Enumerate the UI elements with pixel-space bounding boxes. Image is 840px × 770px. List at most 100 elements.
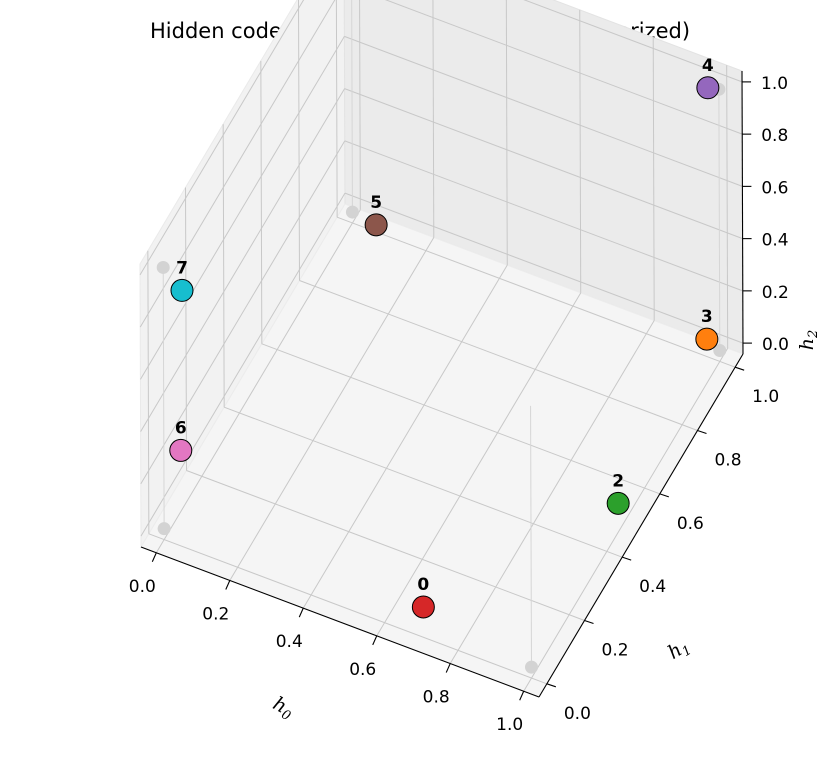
grid-line-z-side — [139, 0, 305, 276]
axis-z-tick-label: 0.6 — [761, 178, 788, 198]
grid-line-y-side — [222, 124, 225, 408]
axis-z-tick-label: 0.8 — [761, 126, 788, 146]
axis-x-label: h0 — [268, 693, 298, 724]
axis-x-tick-label: 0.8 — [423, 688, 450, 708]
axis-x-tick — [225, 580, 231, 590]
code-point-label: 6 — [175, 418, 187, 438]
corner-guide-line — [351, 0, 353, 213]
grid-line-y-floor — [261, 343, 661, 495]
axis-x-tick-label: 1.0 — [496, 715, 523, 735]
axis-y-label: h1 — [664, 634, 694, 666]
axis-z: 0.0 0.2 0.4 0.6 0.8 1.0 h2 — [741, 70, 821, 355]
cube-corner-marker — [713, 344, 727, 358]
grid-line-z-side — [140, 88, 346, 432]
cube-corner-marker — [157, 522, 171, 536]
grid-line-y-floor — [299, 280, 698, 431]
grid-line-x-floor — [302, 264, 508, 609]
axis-x-tick-label: 0.2 — [202, 604, 229, 624]
axis-y-tick-label: 1.0 — [752, 387, 779, 407]
code-point-label: 2 — [612, 471, 624, 491]
back-panes — [139, 0, 744, 698]
grid-line-x-back — [359, 0, 361, 210]
axis-z-tick-label: 0.0 — [762, 335, 789, 355]
grid-line-x-back — [652, 37, 655, 321]
code-point-7 — [170, 278, 194, 302]
cube-corner-marker — [345, 205, 359, 219]
axis-x-tick-label: 0.0 — [129, 577, 156, 597]
grid-line-z-back — [344, 88, 743, 240]
grid-line-z-side — [139, 0, 336, 328]
axis-y-tick — [546, 683, 557, 688]
grid-line-y-side — [147, 250, 150, 534]
grid-line-x-back — [505, 0, 508, 266]
corner-guide-line — [718, 89, 721, 351]
axis-x-tick-label: 0.6 — [349, 660, 376, 680]
axis-x-label-subscript: 0 — [279, 707, 293, 724]
code-point-label: 0 — [417, 575, 429, 595]
axis-z-label-subscript: 2 — [806, 330, 821, 339]
axis-y-tick — [584, 619, 594, 625]
grid-line-z-back — [384, 0, 743, 135]
grid-line-z-back — [344, 192, 744, 344]
corner-guides — [162, 0, 721, 668]
corner-guide-line — [162, 267, 165, 529]
code-point-3 — [695, 327, 719, 351]
grid-line-x-floor — [523, 347, 729, 692]
axis-z-line — [741, 70, 744, 355]
code-point-4 — [696, 76, 720, 100]
axis-y-tick — [659, 493, 670, 498]
code-point-0 — [411, 595, 435, 619]
grid-line-y-floor — [336, 216, 736, 368]
axis-x-tick — [445, 663, 451, 673]
grid-line-y-floor — [186, 470, 585, 621]
axis-y-tick — [734, 366, 745, 371]
axis-y-tick — [697, 429, 707, 435]
grid-line-z-back — [344, 140, 743, 292]
grid-lines — [139, 0, 744, 692]
code-point-6 — [169, 438, 193, 462]
axis-y-line — [538, 353, 744, 698]
axis-x-tick-label: 0.4 — [276, 632, 303, 652]
grid-line-y-floor — [223, 406, 623, 558]
code-point-label: 5 — [370, 193, 382, 213]
grid-line-y-floor — [148, 533, 548, 685]
axis-z-label: h2 — [796, 330, 821, 351]
grid-line-z-side — [139, 36, 345, 380]
axis-x-tick — [151, 552, 157, 562]
axis-y-tick-label: 0.4 — [639, 577, 666, 597]
grid-line-z-back — [344, 35, 743, 187]
cube-corner-marker — [524, 660, 538, 674]
code-points: 43512670 — [169, 56, 720, 619]
grid-line-y-side — [297, 0, 300, 281]
axis-z-tick-label: 0.2 — [762, 283, 789, 303]
grid-line-x-floor — [376, 292, 582, 637]
grid-line-x-floor — [229, 237, 435, 581]
grid-line-y-side — [260, 60, 263, 344]
grid-line-x-floor — [155, 209, 361, 554]
axis-x-tick — [372, 635, 378, 646]
grid-line-x-back — [726, 65, 729, 349]
code-point-label: 3 — [701, 307, 713, 327]
cube-corner-markers — [156, 82, 727, 674]
grid-line-y-side — [185, 187, 188, 471]
code-point-label: 7 — [176, 258, 188, 278]
grid-line-z-side — [140, 192, 346, 537]
grid-line-y-side — [335, 0, 338, 218]
grid-line-z-back — [523, 0, 743, 83]
axis-y-tick — [621, 556, 632, 561]
code-point-5 — [364, 213, 388, 237]
corner-guide-line — [530, 405, 532, 668]
axis-z-tick-label: 0.4 — [762, 231, 789, 251]
axis-y-tick-label: 0.2 — [602, 640, 629, 660]
code-point-2 — [606, 491, 630, 515]
axis-x-tick — [298, 607, 304, 618]
axis-x-line — [140, 546, 540, 698]
cube-corner-marker — [156, 260, 170, 274]
grid-line-x-back — [579, 9, 582, 293]
grid-line-x-back — [432, 0, 435, 238]
axis-z-tick-label: 1.0 — [761, 74, 788, 94]
axis-y-tick-label: 0.0 — [564, 704, 591, 724]
axis-y-tick-label: 0.8 — [714, 451, 741, 471]
axis-x-tick — [519, 691, 525, 701]
